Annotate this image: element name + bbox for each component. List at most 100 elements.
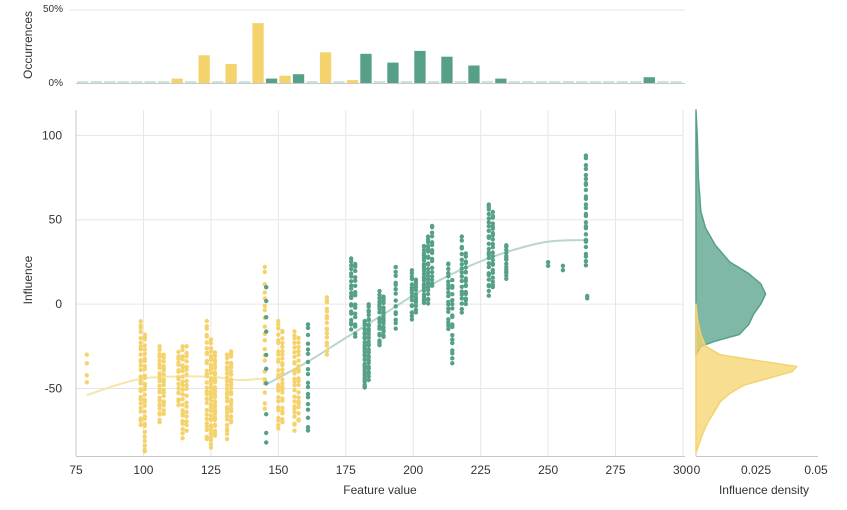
scatter-point — [224, 399, 230, 404]
scatter-point — [276, 382, 281, 388]
scatter-point — [208, 402, 214, 407]
scatter-point — [349, 263, 354, 268]
scatter-point — [157, 365, 162, 370]
x-tick-label: 250 — [538, 463, 558, 477]
scatter-point — [366, 312, 371, 318]
scatter-point — [421, 288, 427, 293]
scatter-point — [142, 429, 147, 435]
scatter-point — [84, 373, 90, 378]
scatter-point — [280, 405, 285, 411]
scatter-point — [212, 407, 218, 412]
scatter-point — [228, 369, 234, 374]
density-xlabel: Influence density — [719, 483, 809, 497]
scatter-point — [421, 251, 427, 256]
scatter-point — [280, 356, 285, 361]
top-ytick-50: 50% — [43, 4, 63, 15]
scatter-point — [446, 261, 451, 266]
scatter-point — [208, 362, 214, 367]
scatter-point — [446, 286, 451, 291]
x-tick-label: 125 — [201, 463, 221, 477]
scatter-point — [504, 261, 509, 266]
scatter-point — [208, 353, 214, 359]
scatter-point — [142, 373, 147, 378]
scatter-point — [324, 313, 330, 319]
scatter-point — [264, 430, 269, 436]
scatter-point — [212, 428, 218, 434]
scatter-point — [224, 413, 230, 419]
scatter-point — [463, 259, 468, 264]
scatter-point — [224, 386, 230, 392]
density-xtick-0: 0 — [694, 463, 701, 477]
scatter-point — [486, 224, 491, 229]
scatter-point — [138, 323, 143, 328]
scatter-point — [204, 416, 209, 421]
scatter-point — [425, 234, 431, 239]
scatter-point — [138, 387, 143, 392]
scatter-point — [161, 352, 166, 357]
scatter-point — [463, 289, 468, 295]
scatter-point — [305, 325, 311, 331]
scatter-point — [324, 348, 330, 354]
scatter-point — [429, 265, 435, 270]
scatter-point — [224, 410, 230, 415]
histogram-bar — [643, 77, 655, 83]
scatter-point — [463, 296, 468, 301]
scatter-point — [224, 360, 230, 365]
scatter-point — [349, 320, 354, 326]
scatter-point — [142, 381, 147, 387]
scatter-point — [180, 363, 185, 368]
scatter-point — [161, 359, 166, 364]
scatter-point — [305, 380, 311, 385]
scatter-point — [176, 375, 181, 380]
scatter-point — [324, 326, 330, 331]
scatter-point — [276, 349, 281, 354]
scatter-point — [324, 331, 330, 336]
scatter-point — [545, 263, 551, 268]
density-area-green — [695, 109, 767, 356]
scatter-point — [446, 270, 451, 276]
scatter-point — [138, 394, 143, 400]
scatter-point — [161, 411, 166, 416]
histogram-bar — [144, 81, 156, 83]
scatter-point — [381, 305, 386, 310]
scatter-point — [142, 332, 147, 337]
scatter-point — [583, 251, 589, 257]
scatter-point — [142, 434, 147, 439]
scatter-point — [413, 307, 419, 313]
scatter-point — [264, 298, 269, 304]
scatter-point — [224, 436, 230, 442]
scatter-point — [349, 266, 354, 272]
scatter-point — [377, 292, 382, 297]
x-tick-label: 200 — [403, 463, 423, 477]
scatter-point — [381, 325, 386, 330]
scatter-point — [180, 431, 185, 436]
scatter-point — [409, 274, 415, 279]
scatter-point — [157, 387, 162, 392]
scatter-point — [490, 267, 495, 273]
scatter-point — [296, 382, 301, 388]
scatter-point — [446, 326, 451, 332]
scatter-point — [204, 380, 209, 385]
scatter-point — [486, 241, 491, 246]
scatter-point — [583, 181, 589, 186]
scatter-point — [459, 266, 464, 271]
scatter-point — [292, 428, 297, 433]
scatter-point — [228, 360, 234, 366]
scatter-point — [264, 352, 269, 358]
scatter-point — [184, 393, 189, 398]
scatter-point — [224, 390, 230, 395]
scatter-point — [486, 293, 491, 298]
scatter-point — [490, 221, 495, 226]
scatter-point — [276, 399, 281, 404]
scatter-point — [366, 326, 371, 332]
scatter-point — [138, 329, 143, 334]
scatter-point — [138, 401, 143, 406]
scatter-point — [180, 374, 185, 379]
scatter-point — [138, 344, 143, 349]
scatter-point — [504, 253, 509, 259]
scatter-point — [212, 415, 218, 420]
scatter-point — [184, 359, 189, 364]
scatter-point — [459, 278, 464, 284]
scatter-point — [409, 317, 415, 322]
histogram-bar — [158, 81, 170, 83]
